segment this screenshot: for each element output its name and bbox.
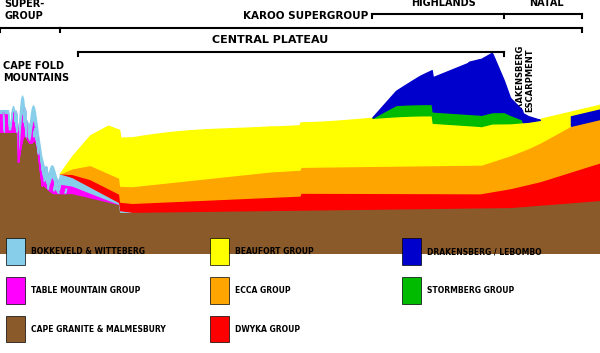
Text: BOKKEVELD & WITTEBERG: BOKKEVELD & WITTEBERG: [31, 247, 145, 256]
Text: STORMBERG GROUP: STORMBERG GROUP: [427, 286, 514, 295]
Text: KWAZULU-
NATAL: KWAZULU- NATAL: [517, 0, 575, 7]
Text: ECCA GROUP: ECCA GROUP: [235, 286, 291, 295]
Text: DRAKENSBERG
ESCARPMENT: DRAKENSBERG ESCARPMENT: [515, 45, 535, 115]
Text: KAROO SUPERGROUP: KAROO SUPERGROUP: [244, 11, 368, 21]
Text: CAPE FOLD
MOUNTAINS: CAPE FOLD MOUNTAINS: [3, 61, 69, 83]
Text: CAPE GRANITE & MALMESBURY: CAPE GRANITE & MALMESBURY: [31, 325, 166, 334]
Text: LESOTHO
HIGHLANDS: LESOTHO HIGHLANDS: [412, 0, 476, 7]
Text: CENTRAL PLATEAU: CENTRAL PLATEAU: [212, 35, 328, 45]
Text: TABLE MOUNTAIN GROUP: TABLE MOUNTAIN GROUP: [31, 286, 140, 295]
Text: DWYKA GROUP: DWYKA GROUP: [235, 325, 301, 334]
Text: DRAKENSBERG / LEBOMBO: DRAKENSBERG / LEBOMBO: [427, 247, 542, 256]
Text: BEAUFORT GROUP: BEAUFORT GROUP: [235, 247, 314, 256]
Text: CAPE
SUPER-
GROUP: CAPE SUPER- GROUP: [4, 0, 44, 21]
